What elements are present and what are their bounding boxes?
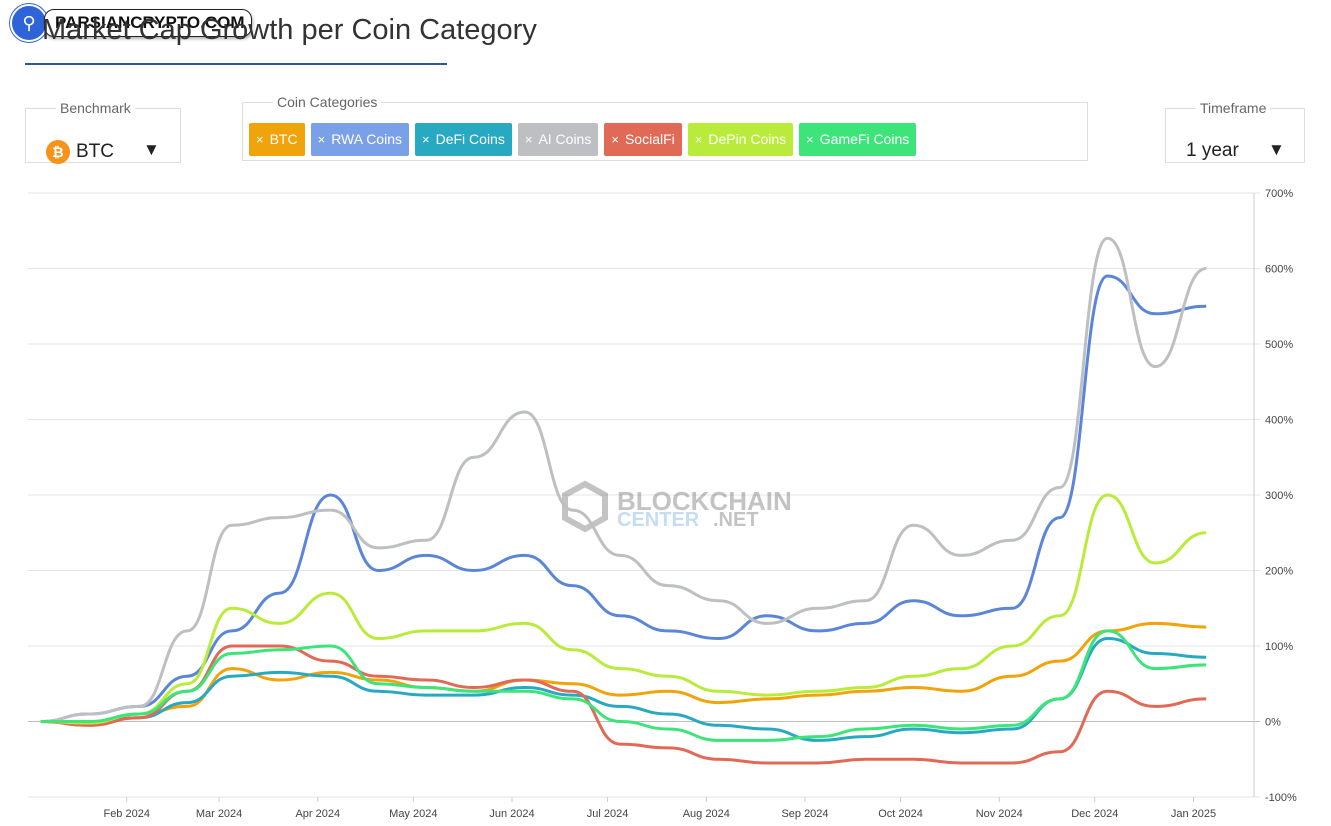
category-chip-label: AI Coins (538, 131, 592, 147)
coin-categories-select[interactable]: Coin Categories × BTC × RWA Coins × DeFi Coin… (242, 94, 1088, 161)
benchmark-value: BTC (76, 141, 114, 162)
logo-text: PARSIANCRYPTO.COM (44, 9, 252, 37)
series-line-depin-coins (40, 493, 1207, 725)
y-tick-label: 500% (1265, 339, 1293, 351)
category-chip-rwa-coins[interactable]: × RWA Coins (310, 123, 409, 156)
series-line-btc (40, 621, 1207, 727)
category-chip-label: BTC (269, 131, 298, 147)
title-underline (25, 63, 447, 65)
close-icon[interactable]: × (694, 132, 703, 147)
benchmark-legend: Benchmark (60, 100, 131, 116)
logo-icon: ⚲ (10, 4, 48, 42)
watermark-line2: CENTER (617, 509, 700, 531)
chevron-down-icon[interactable]: ▼ (143, 140, 160, 159)
category-chip-depin-coins[interactable]: × DePin Coins (687, 123, 794, 156)
x-tick-label: Aug 2024 (683, 808, 730, 820)
close-icon[interactable]: × (256, 132, 264, 147)
category-chip-label: RWA Coins (331, 131, 402, 147)
close-icon[interactable]: × (806, 132, 814, 147)
category-chip-gamefi-coins[interactable]: × GameFi Coins (799, 123, 917, 156)
y-tick-label: 200% (1265, 566, 1293, 578)
x-tick-label: Feb 2024 (103, 808, 149, 820)
y-tick-label: 100% (1265, 641, 1293, 653)
chevron-down-icon[interactable]: ▼ (1268, 140, 1285, 159)
chart-grid (28, 192, 1260, 798)
timeframe-select[interactable]: Timeframe 1 year ▼ (1165, 100, 1305, 163)
y-tick-label: 0% (1265, 717, 1281, 729)
y-tick-label: 300% (1265, 490, 1293, 502)
close-icon[interactable]: × (524, 132, 533, 147)
bitcoin-icon: ₿ (46, 140, 70, 164)
y-tick-label: -100% (1265, 792, 1297, 804)
y-tick-label: 400% (1265, 415, 1293, 427)
x-tick-label: Jul 2024 (587, 808, 629, 820)
close-icon[interactable]: × (611, 132, 619, 147)
page-title: Market Cap Growth per Coin Category (42, 14, 537, 46)
x-tick-label: Jan 2025 (1171, 808, 1216, 820)
y-tick-label: 600% (1265, 264, 1293, 276)
x-tick-label: Oct 2024 (878, 808, 923, 820)
series-line-socialfi (40, 644, 1207, 765)
series-line-ai-coins (40, 236, 1207, 723)
category-chip-ai-coins[interactable]: × AI Coins (517, 123, 599, 156)
site-logo: ⚲ PARSIANCRYPTO.COM (10, 4, 252, 42)
series-line-rwa-coins (40, 274, 1207, 723)
category-chip-label: SocialFi (624, 131, 675, 147)
category-chip-label: GameFi Coins (819, 131, 910, 147)
x-tick-label: Mar 2024 (196, 808, 242, 820)
x-tick-label: Dec 2024 (1071, 808, 1118, 820)
x-tick-label: Nov 2024 (976, 808, 1023, 820)
x-tick-label: Sep 2024 (781, 808, 828, 820)
category-chip-label: DeFi Coins (435, 131, 505, 147)
benchmark-select[interactable]: Benchmark ₿ BTC ▼ (25, 100, 181, 164)
x-tick-label: May 2024 (389, 808, 437, 820)
series-line-gamefi-coins (40, 629, 1207, 742)
coin-categories-legend: Coin Categories (277, 94, 378, 110)
watermark-line3: .NET (713, 509, 759, 531)
benchmark-value-row[interactable]: ₿ BTC (46, 140, 114, 164)
x-tick-label: Jun 2024 (489, 808, 534, 820)
category-chip-list: × BTC × RWA Coins × DeFi Coins × AI Coins × Socia… (249, 123, 922, 156)
timeframe-legend: Timeframe (1200, 100, 1267, 116)
timeframe-value: 1 year (1186, 140, 1239, 161)
y-tick-label: 700% (1265, 188, 1293, 200)
watermark-line1: BLOCKCHAIN (617, 486, 792, 516)
watermark: BLOCKCHAIN CENTER .NET (562, 480, 792, 533)
category-chip-socialfi[interactable]: × SocialFi (604, 123, 682, 156)
series-layer (40, 236, 1207, 765)
y-axis-labels: 700% 600% 500% 400% 300% 200% 100% 0% -100% (1265, 188, 1297, 804)
close-icon[interactable]: × (422, 132, 430, 147)
series-line-defi-coins (40, 637, 1207, 742)
category-chip-label: DePin Coins (708, 131, 787, 147)
x-axis-labels: Feb 2024 Mar 2024 Apr 2024 May 2024 Jun 2024… (103, 797, 1216, 820)
watermark-cube-icon (562, 480, 608, 533)
category-chip-btc[interactable]: × BTC (249, 123, 305, 156)
category-chip-defi-coins[interactable]: × DeFi Coins (415, 123, 512, 156)
x-tick-label: Apr 2024 (295, 808, 340, 820)
close-icon[interactable]: × (317, 132, 326, 147)
